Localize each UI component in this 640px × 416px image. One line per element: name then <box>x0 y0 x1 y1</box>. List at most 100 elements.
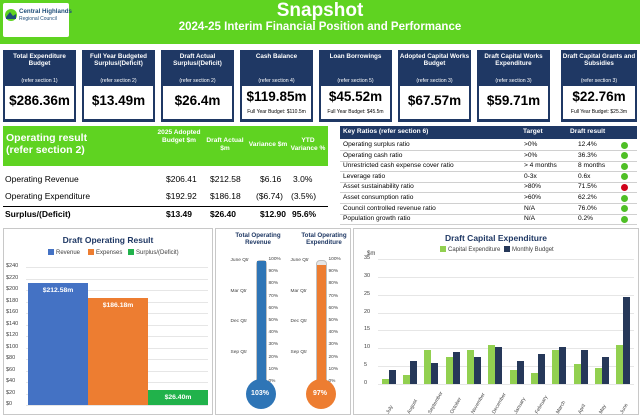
right-tick-label: 70% <box>268 293 279 299</box>
kpi-label: Loan Borrowings <box>329 53 382 60</box>
gridline <box>378 312 634 314</box>
ratio-result: 12.4% <box>578 141 597 148</box>
row-budget: $192.92 <box>166 191 197 201</box>
status-green-icon <box>621 205 628 213</box>
ratio-result: 0.6x <box>578 172 591 180</box>
row-actual: $26.40 <box>210 209 236 219</box>
header-banner <box>0 0 640 44</box>
key-ratio-row: Council controlled revenue ratio N/A 76.0% <box>340 204 637 215</box>
y-tick-label: 0 <box>364 380 368 386</box>
kpi-section-ref: (refer section 1) <box>21 78 58 84</box>
thermometer-bulb-revenue <box>245 379 276 409</box>
x-tick-label: December <box>491 392 509 415</box>
kpi-value-box: $286.36m <box>5 86 74 119</box>
status-green-icon <box>621 194 628 202</box>
thermometer-fill-expenditure <box>316 264 326 383</box>
legend-label: Capital Expenditure <box>448 247 501 253</box>
y-tick-label: $100 <box>6 343 19 350</box>
kpi-value-box: $67.57m <box>400 86 469 119</box>
right-tick-label: 30% <box>268 342 279 348</box>
kpi-card-loan-borrowings: Loan Borrowings (refer section 5) $45.52… <box>319 50 392 122</box>
x-tick-label: June <box>619 402 630 415</box>
table-row-total: Surplus/(Deficit) $13.49 $26.40 $12.90 9… <box>3 207 328 222</box>
ratio-target: N/A <box>524 204 535 212</box>
kpi-value: $67.57m <box>407 93 462 108</box>
page-title: Snapshot <box>276 0 364 21</box>
bar-capital-expenditure <box>595 367 602 384</box>
thermometer-bulb-expenditure <box>305 379 336 409</box>
kpi-value-box: $59.71m <box>479 86 548 119</box>
kpi-label: Draft Capital Works Expenditure <box>484 53 543 68</box>
row-pct: 3.0% <box>293 174 313 184</box>
right-tick-label: 0% <box>268 379 276 384</box>
kpi-label: Adopted Capital Works Budget <box>399 53 470 68</box>
table-divider <box>3 206 328 207</box>
row-actual: $186.18 <box>210 191 241 201</box>
kpi-section-ref: (refer section 3) <box>416 78 453 84</box>
right-tick-label: 100% <box>328 257 341 262</box>
row-label: Operating Revenue <box>5 174 79 184</box>
row-pct: (3.5%) <box>291 191 317 201</box>
kpi-value: $286.36m <box>9 93 70 108</box>
bar-monthly-budget <box>623 296 631 384</box>
kpi-section-ref: (refer section 4) <box>258 78 295 84</box>
key-ratio-row: Population growth ratio N/A 0.2% <box>340 214 637 226</box>
kpi-card-draft-actual-surplus: Draft Actual Surplus/(Deficit) (refer se… <box>161 50 234 122</box>
right-tick-label: 50% <box>268 318 279 323</box>
right-tick-label: 10% <box>328 366 339 372</box>
logo-mark-icon <box>5 9 17 21</box>
kpi-budget-note: Full Year Budget: $25.3m <box>570 109 628 115</box>
ratio-name: Operating cash ratio <box>343 151 403 159</box>
gridline <box>26 267 208 268</box>
bar-capital-expenditure <box>381 378 389 384</box>
legend-swatch <box>88 249 94 255</box>
left-tick-label: Mar Qtr <box>290 288 307 294</box>
legend-label: Revenue <box>56 250 81 256</box>
bar-surplus <box>148 389 208 405</box>
x-tick-label: September <box>427 390 445 415</box>
gridline <box>378 259 634 260</box>
table-row: Operating Expenditure $192.92 $186.18 ($… <box>3 189 328 204</box>
key-ratios-title: Key Ratios (refer section 6) <box>343 128 429 135</box>
bar-expenses <box>88 297 148 405</box>
right-tick-label: 90% <box>268 269 279 275</box>
bar-data-label: $186.18m <box>102 301 134 309</box>
y-tick-label: $80 <box>6 355 16 361</box>
thermo-title-expenditure: Total Operating Expenditure <box>301 232 347 247</box>
y-tick-label: $0 <box>6 401 13 407</box>
y-tick-label: $20 <box>6 389 16 396</box>
y-tick-label: 15 <box>364 326 371 333</box>
bar-capital-expenditure <box>488 344 496 384</box>
row-variance: ($6.74) <box>256 191 283 201</box>
bar-monthly-budget <box>538 353 545 384</box>
ratio-result: 76.0% <box>578 204 597 212</box>
logo-line2: Regional Council <box>19 16 57 22</box>
ratio-target: 0-3x <box>524 172 537 180</box>
key-ratio-row: Asset sustainability ratio >80% 71.5% <box>340 182 637 194</box>
right-tick-label: 10% <box>268 366 279 372</box>
x-tick-label: March <box>555 399 568 415</box>
y-tick-label: 10 <box>364 344 371 351</box>
chart-title: Draft Capital Expenditure <box>444 233 548 243</box>
kpi-budget-note: Full Year Budget: $45.5m <box>327 109 384 115</box>
kpi-label: Full Year Budgeted Surplus/(Deficit) <box>90 53 147 68</box>
kpi-value: $45.52m <box>328 89 383 104</box>
kpi-section-ref: (refer section 2) <box>100 78 137 84</box>
kpi-label: Total Expenditure Budget <box>13 53 66 68</box>
row-label: Surplus/(Deficit) <box>5 209 71 219</box>
row-label: Operating Expenditure <box>5 191 91 201</box>
key-ratio-row: Operating surplus ratio >0% 12.4% <box>340 140 637 151</box>
x-tick-label: February <box>534 394 550 415</box>
legend-label: Expenses <box>96 250 123 256</box>
kpi-label: Draft Actual Surplus/(Deficit) <box>173 53 222 68</box>
bar-capital-expenditure <box>467 350 474 384</box>
right-tick-label: 40% <box>328 330 339 336</box>
right-tick-label: 90% <box>328 269 339 275</box>
row-pct: 95.6% <box>292 209 317 219</box>
right-tick-label: 60% <box>328 305 339 311</box>
gridline <box>26 290 208 291</box>
thermometer-value-label: 103% <box>251 390 269 397</box>
ratio-target: >60% <box>524 194 542 201</box>
ratio-name: Council controlled revenue ratio <box>343 204 436 212</box>
kpi-value-box: $119.85m Full Year Budget: $110.5m <box>242 86 311 119</box>
